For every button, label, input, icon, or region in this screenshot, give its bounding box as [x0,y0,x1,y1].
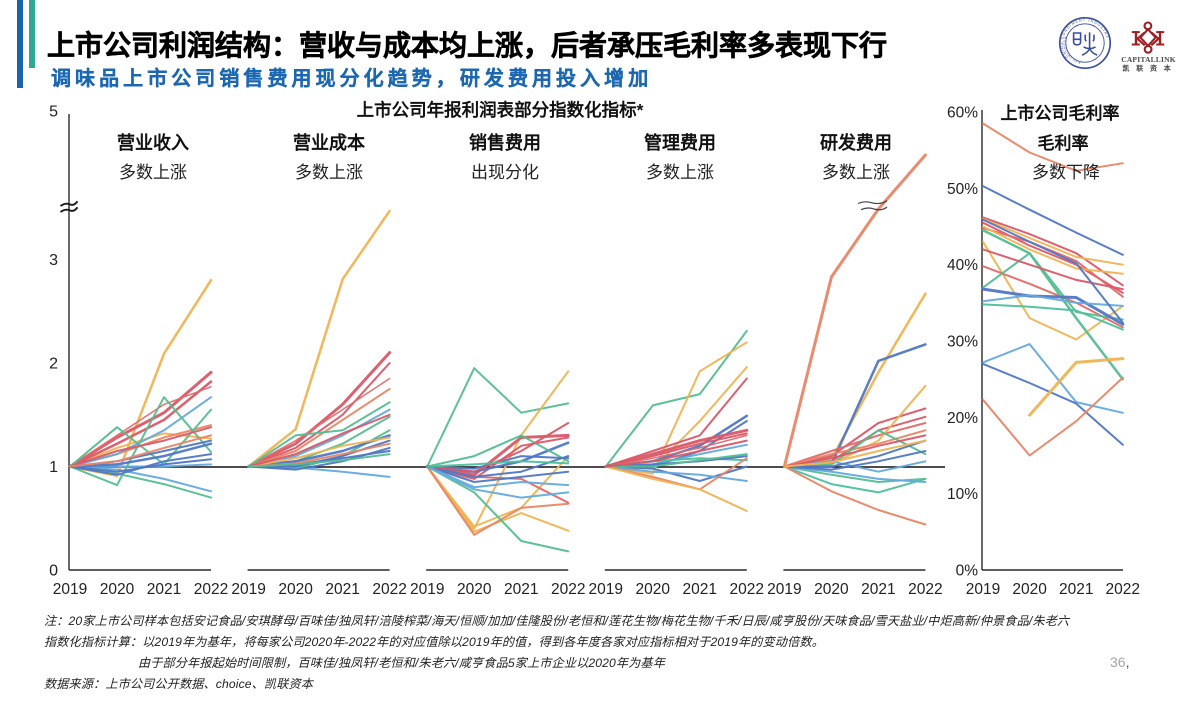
svg-text:2022: 2022 [1106,581,1140,598]
svg-text:60%: 60% [947,105,978,122]
svg-text:毛利率: 毛利率 [1038,133,1089,153]
svg-text:多数上涨: 多数上涨 [119,163,187,182]
svg-text:50%: 50% [947,181,978,198]
svg-text:2022: 2022 [551,581,585,598]
svg-text:20%: 20% [947,410,978,427]
svg-text:2: 2 [49,356,58,373]
svg-text:2019: 2019 [231,581,265,598]
svg-text:2020: 2020 [636,581,671,598]
svg-text:2022: 2022 [730,581,764,598]
svg-text:2022: 2022 [372,581,406,598]
svg-text:2020: 2020 [814,581,849,598]
svg-text:1: 1 [49,459,58,476]
svg-text:2019: 2019 [53,581,87,598]
svg-text:5: 5 [49,104,58,121]
svg-text:2020: 2020 [1012,581,1047,598]
svg-text:2021: 2021 [683,581,717,598]
svg-text:营业成本: 营业成本 [293,132,365,153]
svg-text:10%: 10% [947,486,978,503]
svg-text:出现分化: 出现分化 [471,163,539,182]
svg-text:2019: 2019 [767,581,801,598]
svg-text:2021: 2021 [504,581,538,598]
svg-text:2019: 2019 [410,581,444,598]
svg-text:销售费用: 销售费用 [469,132,541,153]
svg-text:管理费用: 管理费用 [644,132,716,153]
svg-text:CAPITALLINK: CAPITALLINK [1121,55,1176,64]
svg-text:多数上涨: 多数上涨 [646,163,714,182]
svg-text:营业收入: 营业收入 [117,132,189,153]
svg-text:0: 0 [49,563,58,580]
svg-text:多数上涨: 多数上涨 [822,163,890,182]
svg-text:2021: 2021 [325,581,359,598]
svg-text:2021: 2021 [1059,581,1093,598]
svg-text:0%: 0% [956,563,979,580]
svg-text:3: 3 [49,252,58,269]
svg-text:凯联资本: 凯联资本 [1122,63,1177,72]
svg-text:2020: 2020 [278,581,313,598]
svg-text:2020: 2020 [457,581,492,598]
svg-text:多数下降: 多数下降 [1032,163,1100,182]
svg-text:2019: 2019 [966,581,1000,598]
svg-text:上市公司毛利率: 上市公司毛利率 [1001,103,1120,123]
svg-text:2022: 2022 [194,581,228,598]
svg-text:30%: 30% [947,334,978,351]
svg-text:2019: 2019 [589,581,623,598]
svg-text:多数上涨: 多数上涨 [295,163,363,182]
svg-text:2021: 2021 [147,581,181,598]
svg-text:2022: 2022 [908,581,942,598]
svg-text:上市公司年报利润表部分指数化指标*: 上市公司年报利润表部分指数化指标* [357,100,644,120]
svg-text:2021: 2021 [861,581,895,598]
svg-text:研发费用: 研发费用 [820,132,892,153]
svg-text:40%: 40% [947,257,978,274]
svg-text:2020: 2020 [100,581,135,598]
